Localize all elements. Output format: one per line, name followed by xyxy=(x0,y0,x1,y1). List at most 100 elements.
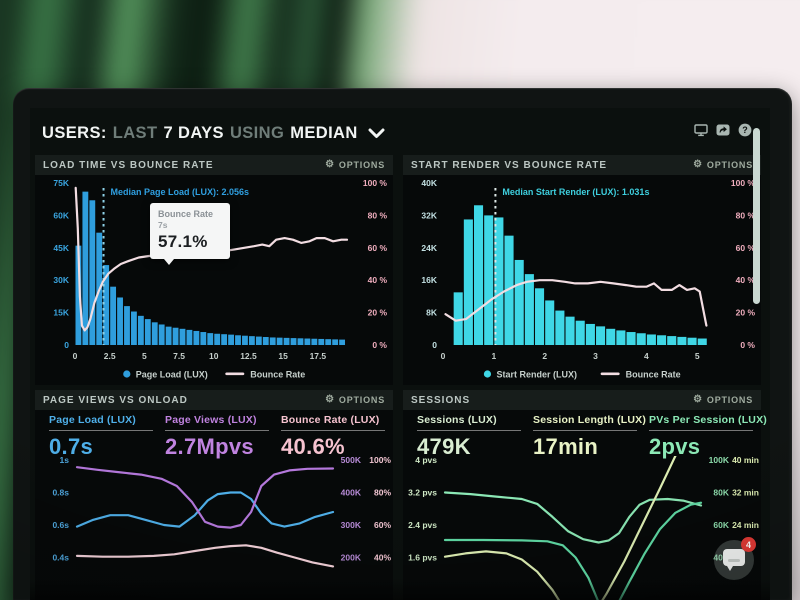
header-users: USERS: xyxy=(42,124,107,142)
svg-text:Median Page Load (LUX): 2.056s: Median Page Load (LUX): 2.056s xyxy=(111,187,250,197)
help-icon[interactable]: ? xyxy=(738,123,752,137)
svg-text:1s: 1s xyxy=(60,456,70,465)
options-button[interactable]: ⚙ OPTIONS xyxy=(693,394,753,406)
svg-text:30K: 30K xyxy=(53,275,69,285)
svg-text:80 %: 80 % xyxy=(736,210,756,220)
header-last: LAST xyxy=(112,124,158,142)
svg-text:400K: 400K xyxy=(341,488,362,498)
kpi-sessions: Sessions (LUX) 479K xyxy=(417,414,521,460)
svg-text:8K: 8K xyxy=(426,308,438,318)
svg-text:80 %: 80 % xyxy=(368,210,388,220)
header-median: MEDIAN xyxy=(290,124,358,142)
svg-text:75K: 75K xyxy=(53,178,69,188)
monitor-icon[interactable] xyxy=(694,123,708,137)
tooltip-series: Bounce Rate xyxy=(158,209,214,219)
panel-start-render: START RENDER VS BOUNCE RATE ⚙ OPTIONS 40… xyxy=(403,155,761,385)
svg-text:32K: 32K xyxy=(421,210,437,220)
svg-text:1: 1 xyxy=(491,351,496,361)
svg-text:15K: 15K xyxy=(53,308,69,318)
kpi-page-views: Page Views (LUX) 2.7Mpvs xyxy=(165,414,269,460)
svg-text:60K: 60K xyxy=(713,520,729,530)
svg-text:0.4s: 0.4s xyxy=(52,553,69,563)
dashboard-screen: USERS: LAST 7 DAYS USING MEDIAN ? LOA xyxy=(30,108,770,600)
svg-text:60K: 60K xyxy=(53,210,69,220)
panel-title: LOAD TIME VS BOUNCE RATE xyxy=(43,159,214,171)
svg-text:80%: 80% xyxy=(374,488,391,498)
panel-title: START RENDER VS BOUNCE RATE xyxy=(411,159,608,171)
svg-text:0.6s: 0.6s xyxy=(52,520,69,530)
svg-text:500K: 500K xyxy=(341,456,362,465)
svg-text:1.6 pvs: 1.6 pvs xyxy=(408,553,437,563)
svg-text:0: 0 xyxy=(73,351,78,361)
gear-icon: ⚙ xyxy=(325,394,335,405)
svg-text:60 %: 60 % xyxy=(736,243,756,253)
gear-icon: ⚙ xyxy=(693,394,703,405)
kpi-pvs-per-session: PVs Per Session (LUX) 2pvs xyxy=(649,414,767,459)
svg-text:10: 10 xyxy=(209,351,219,361)
svg-text:40%: 40% xyxy=(374,553,391,563)
svg-text:40 %: 40 % xyxy=(736,275,756,285)
svg-text:45K: 45K xyxy=(53,243,69,253)
panel-sessions: SESSIONS ⚙ OPTIONS Sessions (LUX) 479K S… xyxy=(403,390,767,600)
svg-text:300K: 300K xyxy=(341,520,362,530)
svg-text:7.5: 7.5 xyxy=(173,351,185,361)
chat-bubble-icon xyxy=(723,549,745,571)
svg-text:Start Render (LUX): Start Render (LUX) xyxy=(496,370,577,380)
svg-text:Page Load (LUX): Page Load (LUX) xyxy=(136,370,208,380)
svg-text:100K: 100K xyxy=(709,456,730,465)
scrollbar-thumb[interactable] xyxy=(753,128,760,304)
svg-text:0 %: 0 % xyxy=(740,340,755,350)
svg-text:60 %: 60 % xyxy=(368,243,388,253)
svg-text:0: 0 xyxy=(432,340,437,350)
svg-text:40K: 40K xyxy=(713,553,729,563)
notification-badge: 4 xyxy=(741,537,756,552)
header-using: USING xyxy=(229,124,285,142)
svg-text:40 %: 40 % xyxy=(368,275,388,285)
svg-text:17.5: 17.5 xyxy=(310,351,327,361)
svg-text:0: 0 xyxy=(64,340,69,350)
svg-text:?: ? xyxy=(742,125,748,135)
svg-text:100%: 100% xyxy=(369,456,391,465)
svg-text:16K: 16K xyxy=(421,275,437,285)
panel-title: PAGE VIEWS VS ONLOAD xyxy=(43,394,188,406)
tooltip-x-value: 7s xyxy=(158,220,168,230)
svg-text:5: 5 xyxy=(142,351,147,361)
svg-text:20 %: 20 % xyxy=(736,308,756,318)
gear-icon: ⚙ xyxy=(325,159,335,170)
svg-text:15: 15 xyxy=(278,351,288,361)
share-icon[interactable] xyxy=(716,123,730,137)
svg-text:40 min: 40 min xyxy=(732,456,759,465)
options-button[interactable]: ⚙ OPTIONS xyxy=(325,394,385,406)
svg-text:3.2 pvs: 3.2 pvs xyxy=(408,488,437,498)
options-button[interactable]: ⚙ OPTIONS xyxy=(693,159,753,171)
svg-text:Median Start Render (LUX): 1.0: Median Start Render (LUX): 1.031s xyxy=(502,187,649,197)
dashboard-title-dropdown[interactable]: USERS: LAST 7 DAYS USING MEDIAN xyxy=(42,124,385,143)
svg-text:3: 3 xyxy=(593,351,598,361)
svg-text:Bounce Rate: Bounce Rate xyxy=(626,370,681,380)
svg-text:24K: 24K xyxy=(421,243,437,253)
panel-page-views: PAGE VIEWS VS ONLOAD ⚙ OPTIONS Page Load… xyxy=(35,390,393,600)
svg-text:5: 5 xyxy=(695,351,700,361)
laptop: USERS: LAST 7 DAYS USING MEDIAN ? LOA xyxy=(13,88,792,600)
kpi-bounce-rate: Bounce Rate (LUX) 40.6% xyxy=(281,414,385,460)
svg-text:40K: 40K xyxy=(421,178,437,188)
header-days: 7 DAYS xyxy=(163,124,224,142)
kpi-page-load: Page Load (LUX) 0.7s xyxy=(49,414,153,460)
svg-text:80K: 80K xyxy=(713,488,729,498)
svg-text:200K: 200K xyxy=(341,553,362,563)
svg-text:60%: 60% xyxy=(374,520,391,530)
svg-text:2: 2 xyxy=(542,351,547,361)
chart-tooltip: Bounce Rate 7s 57.1% xyxy=(150,203,230,265)
panel-load-time: LOAD TIME VS BOUNCE RATE ⚙ OPTIONS 75K 60… xyxy=(35,155,393,385)
svg-text:100 %: 100 % xyxy=(731,178,756,188)
svg-text:12.5: 12.5 xyxy=(240,351,257,361)
svg-text:Bounce Rate: Bounce Rate xyxy=(250,370,305,380)
svg-text:100 %: 100 % xyxy=(363,178,388,188)
svg-text:4: 4 xyxy=(644,351,649,361)
panel-title: SESSIONS xyxy=(411,394,471,406)
options-button[interactable]: ⚙ OPTIONS xyxy=(325,159,385,171)
chevron-down-icon[interactable] xyxy=(368,128,385,139)
chat-widget-button[interactable]: 4 xyxy=(714,537,756,580)
tooltip-value: 57.1% xyxy=(158,232,208,251)
kpi-session-length: Session Length (LUX) 17min xyxy=(533,414,647,459)
